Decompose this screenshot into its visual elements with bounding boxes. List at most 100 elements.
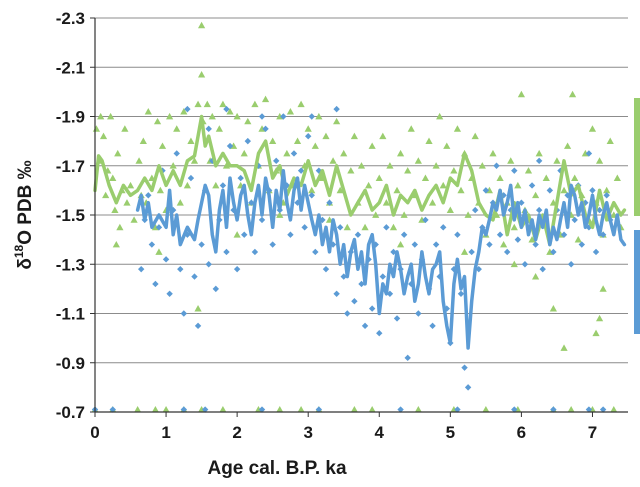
triangle-point xyxy=(144,107,152,115)
triangle-point xyxy=(219,405,227,413)
triangle-point xyxy=(428,199,437,206)
diamond-point xyxy=(351,297,358,305)
triangle-point xyxy=(400,211,408,218)
triangle-point xyxy=(393,186,401,194)
diamond-point xyxy=(539,265,546,273)
triangle-point xyxy=(361,223,369,231)
diamond-point xyxy=(155,224,163,231)
triangle-point xyxy=(553,157,561,164)
diamond-point xyxy=(486,241,493,248)
triangle-point xyxy=(315,112,323,120)
diamond-point xyxy=(585,406,593,413)
diamond-point xyxy=(177,265,184,273)
triangle-point xyxy=(482,405,490,413)
triangle-point xyxy=(283,149,291,157)
triangle-point xyxy=(169,162,177,169)
triangle-point xyxy=(563,142,572,149)
diamond-point xyxy=(301,224,308,231)
triangle-point xyxy=(542,174,550,181)
triangle-point xyxy=(276,405,284,413)
y-tick-label: -1.3 xyxy=(56,255,85,274)
triangle-point xyxy=(194,100,202,108)
diamond-point xyxy=(162,256,170,263)
triangle-point xyxy=(222,162,231,169)
diamond-point xyxy=(422,216,429,224)
triangle-point xyxy=(311,142,319,149)
diamond-point xyxy=(535,206,543,214)
diamond-point xyxy=(550,248,557,256)
triangle-point xyxy=(510,260,518,268)
x-tick-label: 5 xyxy=(446,423,455,442)
triangle-point xyxy=(173,125,181,132)
smoothed-series-line xyxy=(135,168,627,350)
x-tick-label: 2 xyxy=(232,423,241,442)
triangle-point xyxy=(567,405,575,413)
diamond-point xyxy=(603,192,610,199)
diamond-point xyxy=(454,406,461,413)
diamond-point xyxy=(376,330,383,337)
triangle-point xyxy=(386,162,394,169)
diamond-point xyxy=(400,231,408,238)
triangle-point xyxy=(261,95,270,103)
legend-mark-blue xyxy=(634,230,640,334)
diamond-point xyxy=(223,248,230,256)
triangle-point xyxy=(510,223,518,231)
triangle-point xyxy=(251,100,259,108)
diamond-point xyxy=(358,280,365,288)
triangle-point xyxy=(336,186,344,194)
triangle-point xyxy=(109,174,117,181)
triangle-point xyxy=(99,132,108,140)
diamond-point xyxy=(290,150,298,157)
triangle-point xyxy=(102,191,110,199)
triangle-point xyxy=(549,304,557,312)
triangle-point xyxy=(121,125,129,132)
diamond-point xyxy=(258,216,266,224)
triangle-point xyxy=(574,236,582,243)
triangle-point xyxy=(155,248,163,255)
triangle-point xyxy=(244,117,252,125)
triangle-point xyxy=(368,405,376,413)
triangle-point xyxy=(343,223,351,231)
triangle-point xyxy=(500,240,508,248)
diamond-point xyxy=(464,384,472,391)
triangle-point xyxy=(532,272,540,280)
triangle-point xyxy=(471,132,479,140)
triangle-point xyxy=(357,162,366,169)
triangle-point xyxy=(112,240,120,248)
triangle-point xyxy=(350,132,358,140)
diamond-point xyxy=(219,182,227,189)
triangle-point xyxy=(135,157,143,164)
axes: -2.3 -2.1 -1.9 -1.7 -1.5 -1.3 -1.1 -0.9 -0.7 0 1 2 3… xyxy=(56,9,628,442)
triangle-point xyxy=(595,314,604,322)
triangle-point xyxy=(389,223,398,231)
diamond-point xyxy=(592,248,600,256)
diamond-point xyxy=(535,157,543,165)
triangle-point xyxy=(183,181,191,189)
triangle-point xyxy=(134,405,142,413)
diamond-point xyxy=(564,192,571,199)
diamond-point xyxy=(503,248,511,256)
triangle-point xyxy=(375,174,383,181)
diamond-point xyxy=(194,322,202,330)
diamond-point xyxy=(223,105,230,113)
triangle-point xyxy=(190,157,199,164)
x-tick-label: 4 xyxy=(375,423,385,442)
triangle-point xyxy=(368,142,376,149)
triangle-point xyxy=(414,405,422,413)
triangle-point xyxy=(304,125,312,132)
triangle-point xyxy=(517,90,525,98)
diamond-point xyxy=(280,113,287,120)
diamond-point xyxy=(152,280,159,288)
diamond-point xyxy=(528,182,536,189)
diamond-point xyxy=(198,241,205,248)
diamond-point xyxy=(354,231,362,238)
diamond-point xyxy=(287,231,294,238)
triangle-point xyxy=(240,149,248,157)
triangle-point xyxy=(198,71,206,78)
x-axis-title: Age cal. B.P. ka xyxy=(207,458,346,479)
diamond-point xyxy=(205,125,212,133)
triangle-point xyxy=(276,211,284,218)
triangle-point xyxy=(446,206,454,213)
triangle-point xyxy=(151,405,160,413)
